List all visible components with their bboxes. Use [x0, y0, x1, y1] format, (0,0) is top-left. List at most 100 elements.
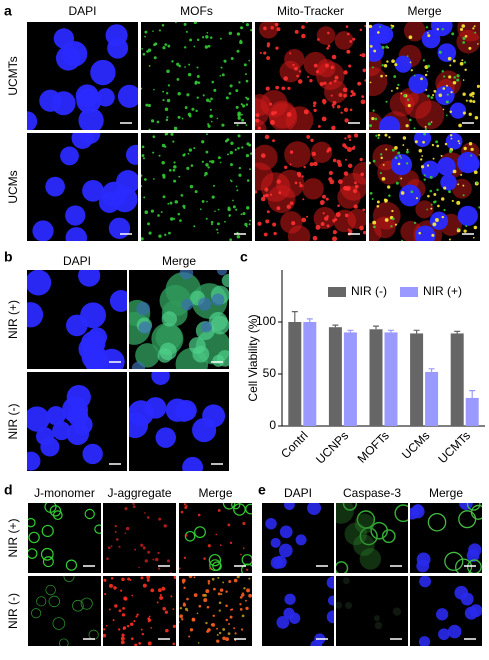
cell: [405, 150, 409, 154]
cell: [136, 613, 139, 616]
cell: [269, 193, 273, 196]
cell: [245, 103, 249, 106]
cell: [153, 43, 156, 47]
cell: [326, 47, 330, 50]
cell: [209, 160, 212, 163]
cell: [112, 619, 115, 622]
cell: [144, 35, 146, 38]
cell: [181, 618, 184, 621]
cell: [362, 230, 366, 235]
cell: [476, 181, 479, 184]
cell: [399, 184, 421, 207]
cell: [222, 503, 236, 510]
error-bar: [454, 330, 461, 334]
cell: [450, 137, 453, 140]
cell: [28, 531, 40, 544]
cell: [406, 98, 410, 101]
cell: [445, 133, 463, 150]
cell: [246, 97, 250, 101]
cell: [248, 593, 252, 598]
cell: [464, 606, 478, 620]
cell: [462, 184, 465, 187]
cell: [242, 22, 245, 24]
error-bar: [347, 329, 354, 333]
cell: [346, 147, 352, 152]
cell: [225, 618, 228, 622]
cell: [354, 181, 357, 185]
cell: [210, 120, 213, 123]
cell: [114, 604, 118, 608]
cell: [196, 612, 199, 615]
cell: [269, 119, 275, 125]
bar: [384, 332, 398, 426]
cell: [473, 25, 476, 28]
cell: [219, 37, 222, 40]
cell: [157, 588, 162, 593]
cell: [346, 49, 351, 54]
cell: [209, 559, 222, 572]
cells: [32, 133, 138, 241]
cell: [327, 147, 332, 152]
x-tick-label: UCMs: [399, 428, 432, 461]
cell: [276, 616, 290, 629]
cell: [229, 84, 233, 88]
cell: [276, 169, 305, 198]
cell: [382, 163, 385, 166]
cells: [369, 133, 480, 241]
cell: [388, 194, 391, 197]
cell: [260, 153, 266, 159]
cell: [263, 51, 267, 55]
cell: [232, 205, 236, 209]
cell: [468, 46, 472, 50]
cell: [478, 206, 480, 209]
cell: [227, 207, 231, 212]
x-tick-label: UCNPs: [313, 428, 351, 466]
cell: [60, 146, 79, 166]
cells: [336, 503, 408, 573]
cell: [235, 89, 239, 93]
error-bar: [306, 318, 313, 322]
cell: [400, 177, 403, 180]
cell: [472, 236, 475, 239]
cell: [343, 93, 347, 98]
cell: [419, 576, 432, 588]
cell: [201, 160, 204, 163]
cell: [287, 86, 291, 91]
cell: [262, 194, 266, 198]
cell: [447, 624, 462, 639]
cell: [121, 577, 125, 582]
cell: [303, 109, 309, 115]
cell: [400, 156, 403, 159]
cell: [263, 232, 268, 237]
cell: [446, 93, 449, 96]
cell: [141, 154, 145, 157]
cell: [103, 633, 107, 638]
cell: [426, 164, 430, 167]
cell: [373, 216, 396, 239]
cell: [80, 597, 93, 610]
cell: [201, 200, 205, 203]
cell: [473, 225, 478, 230]
column-header: Merge: [429, 486, 463, 500]
cell: [288, 612, 301, 624]
cell: [219, 74, 222, 77]
cell: [135, 343, 160, 368]
cell: [250, 152, 252, 155]
cell: [436, 144, 440, 148]
cell: [173, 165, 177, 169]
cell: [164, 233, 167, 236]
cell: [421, 29, 441, 49]
cell: [443, 208, 446, 212]
cell: [245, 79, 249, 83]
micrograph: [179, 576, 252, 646]
cell: [80, 302, 106, 329]
cell: [210, 220, 214, 224]
cell: [394, 63, 398, 67]
cell: [156, 601, 159, 604]
cell: [222, 581, 225, 584]
cell: [377, 133, 381, 137]
cell: [138, 566, 140, 569]
cell: [82, 179, 104, 202]
cell: [437, 43, 457, 62]
cell: [468, 543, 482, 557]
